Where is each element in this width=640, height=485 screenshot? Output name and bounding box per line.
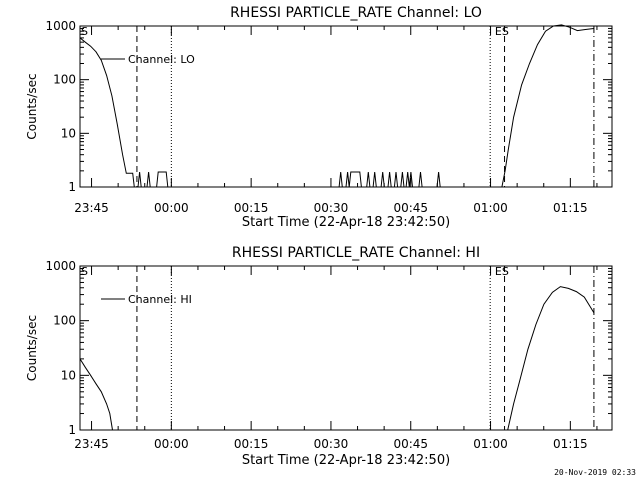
panel-1-xtick-label: 01:15 [553, 201, 588, 215]
panel-1-ytick-label: 1 [68, 180, 76, 194]
panel-1-series-line [79, 37, 169, 188]
panel-2-ytick-label: 1 [68, 423, 76, 437]
footer-timestamp: 20-Nov-2019 02:33 [554, 468, 636, 477]
panel-1-xtick-label: 00:30 [314, 201, 349, 215]
panel-2-series-line [507, 286, 595, 431]
panel-1-xtick-label: 00:45 [393, 201, 428, 215]
panel-1-xtick-label: 23:45 [74, 201, 109, 215]
panel-2-title: RHESSI PARTICLE_RATE Channel: HI [232, 245, 480, 261]
panel-1-xtick-label: 00:00 [154, 201, 189, 215]
panel-2-xtick-label: 00:30 [314, 437, 349, 451]
panel-2-x-axis-label: Start Time (22-Apr-18 23:42:50) [242, 453, 450, 468]
panel-1-annotation-es: ES [495, 25, 509, 38]
panel-1-plot-frame [79, 25, 613, 188]
panel-1-legend-label: Channel: LO [128, 53, 195, 66]
panel-2-annotation-s: S [81, 265, 88, 278]
panel-2-legend-label: Channel: HI [128, 293, 192, 306]
panel-1-x-axis-label: Start Time (22-Apr-18 23:42:50) [242, 215, 450, 230]
panel-1-series-line [501, 24, 594, 188]
panel-2-series-line [79, 358, 113, 431]
panel-1-title: RHESSI PARTICLE_RATE Channel: LO [230, 5, 482, 21]
panel-1-ytick-label: 1000 [45, 19, 76, 33]
panel-1-annotation-s: S [81, 25, 88, 38]
panel-2-ytick-label: 100 [53, 314, 76, 328]
panel-2-y-axis-label: Counts/sec [25, 315, 39, 381]
panel-1-ytick-label: 10 [61, 126, 76, 140]
panel-2-xtick-label: 00:00 [154, 437, 189, 451]
panel-2-xtick-label: 00:45 [393, 437, 428, 451]
panel-2-ytick-label: 10 [61, 368, 76, 382]
panel-1-ytick-label: 100 [53, 73, 76, 87]
panel-1-y-axis-label: Counts/sec [25, 73, 39, 139]
panel-1-xtick-label: 00:15 [234, 201, 269, 215]
panel-2-xtick-label: 23:45 [74, 437, 109, 451]
panel-2-plot-frame [79, 265, 613, 431]
panel-2-xtick-label: 00:15 [234, 437, 269, 451]
panel-2-xtick-label: 01:00 [473, 437, 508, 451]
panel-2-xtick-label: 01:15 [553, 437, 588, 451]
panel-1-series-line [338, 171, 441, 188]
panel-2-ytick-label: 1000 [45, 259, 76, 273]
panel-1-xtick-label: 01:00 [473, 201, 508, 215]
panel-2-annotation-es: ES [495, 265, 509, 278]
